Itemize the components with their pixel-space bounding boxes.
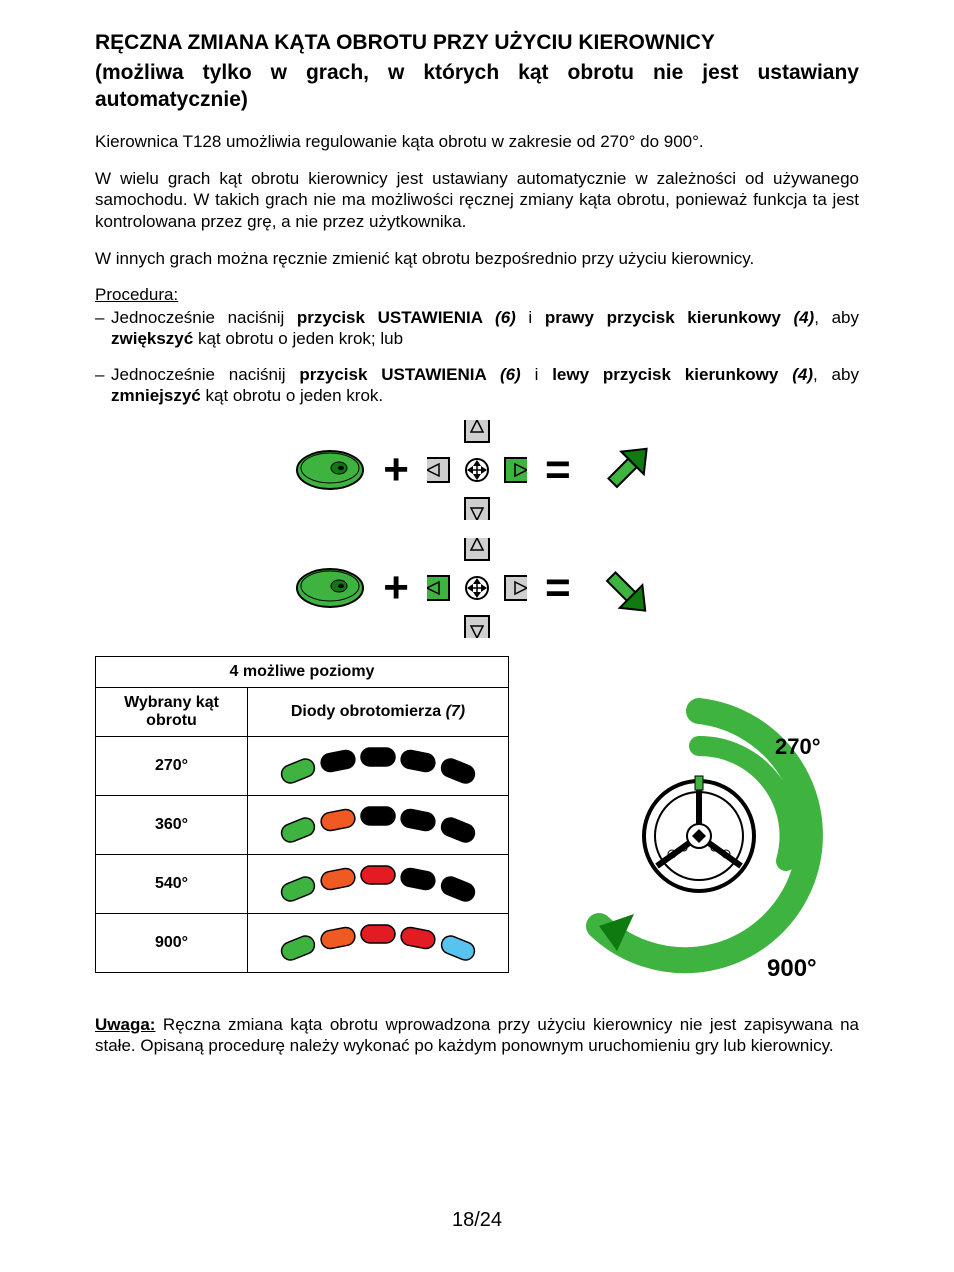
levels-col2-header: Diody obrotomierza (7) [248,688,509,737]
levels-table: 4 możliwe poziomy Wybrany kąt obrotu Dio… [95,656,509,973]
heading-line1: RĘCZNA ZMIANA KĄTA OBROTU PRZY UŻYCIU KI… [95,30,859,56]
levels-caption: 4 możliwe poziomy [96,657,509,688]
led-cell [248,737,509,796]
paragraph-3: W innych grach można ręcznie zmienić kąt… [95,248,859,269]
levels-col1-header: Wybrany kąt obrotu [96,688,248,737]
led-cell [248,796,509,855]
equals-icon: = [545,566,571,610]
wheel-label-900: 900° [767,955,817,982]
paragraph-2: W wielu grach kąt obrotu kierownicy jest… [95,168,859,232]
led-cell [248,855,509,914]
combo-diagram: + = [95,420,859,638]
plus-icon: + [383,566,409,610]
plus-icon: + [383,448,409,492]
settings-button-icon [295,566,365,610]
procedure-item-2: –Jednocześnie naciśnij przycisk USTAWIEN… [95,364,859,407]
procedure-label: Procedura: [95,285,859,305]
table-row: 360° [96,796,509,855]
angle-cell: 360° [96,796,248,855]
table-row: 270° [96,737,509,796]
arrow-down-icon [589,553,659,623]
led-cell [248,914,509,973]
angle-cell: 540° [96,855,248,914]
note-text: Ręczna zmiana kąta obrotu wprowadzona pr… [95,1015,859,1055]
heading-line2-b: grach, w [306,61,404,84]
angle-cell: 900° [96,914,248,973]
combo-row-increase: + = [295,420,658,520]
equals-icon: = [545,448,571,492]
heading-line2-a: (możliwa tylko w [95,61,287,84]
table-row: 540° [96,855,509,914]
settings-button-icon [295,448,365,492]
wheel-rotation-diagram: 270° 900° [539,656,859,996]
note-paragraph: Uwaga: Ręczna zmiana kąta obrotu wprowad… [95,1014,859,1057]
note-label: Uwaga: [95,1015,155,1034]
page-number: 18/24 [0,1209,954,1232]
procedure-item-1: –Jednocześnie naciśnij przycisk USTAWIEN… [95,307,859,350]
table-row: 900° [96,914,509,973]
angle-cell: 270° [96,737,248,796]
arrow-up-icon [589,435,659,505]
wheel-label-270: 270° [775,734,821,759]
dpad-left-icon [427,538,527,638]
combo-row-decrease: + = [295,538,658,638]
paragraph-1: Kierownica T128 umożliwia regulowanie ką… [95,131,859,152]
dpad-right-icon [427,420,527,520]
heading-line2: (możliwa tylko w grach, w których kąt ob… [95,60,859,113]
